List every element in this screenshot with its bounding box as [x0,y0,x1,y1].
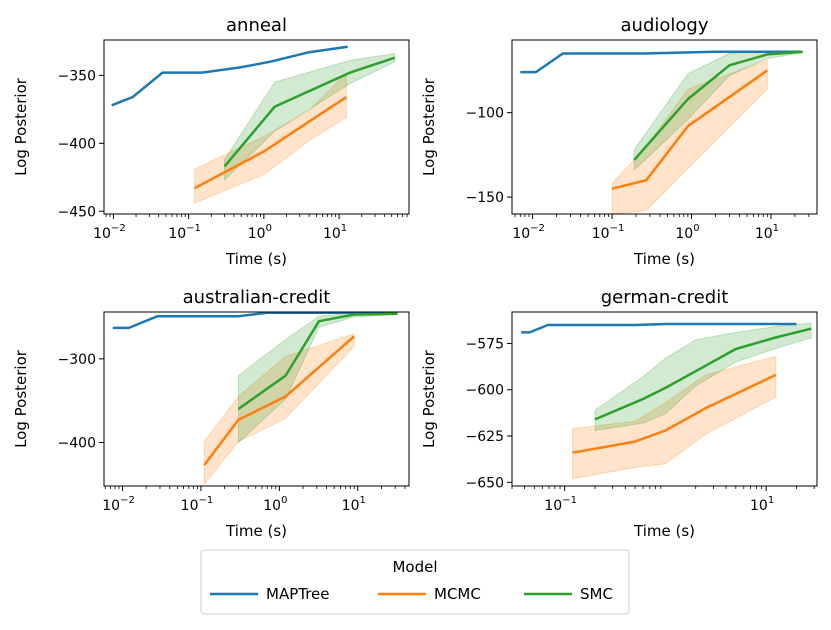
x-tick-label-audiology: 10−2 [512,223,545,242]
panel-anneal: 10−2 10−1 100 101 −450 −400 −350 anneal Time (s)… [12,15,410,268]
y-tick-label-german-credit: −625 [466,429,504,445]
x-tick-label-australian-credit: 10−2 [102,495,135,514]
x-tick-label-audiology: 10−1 [592,223,625,242]
x-axis-label-audiology: Time (s) [633,250,695,268]
x-axis-label-australian-credit: Time (s) [225,522,287,540]
y-tick-label-german-credit: −600 [466,383,504,399]
y-tick-label-australian-credit: −400 [58,436,96,452]
y-axis-label-anneal: Log Posterior [12,77,30,176]
line-maptree-australian-credit [112,311,393,330]
x-tick-label-anneal: 10−1 [168,223,201,242]
axes-frame-australian-credit [103,311,410,487]
y-tick-label-anneal: −450 [58,204,96,220]
x-tick-label-anneal: 100 [248,223,272,242]
x-tick-label-german-credit: 10−1 [544,495,577,514]
x-axis-label-german-credit: Time (s) [633,522,695,540]
legend-label-smc: SMC [580,585,613,603]
y-tick-label-anneal: −350 [58,68,96,84]
x-tick-label-audiology: 101 [755,223,779,242]
line-maptree-german-credit [521,322,797,334]
panel-title-anneal: anneal [226,15,287,36]
legend: Model MAPTree MCMC SMC [200,549,630,615]
line-mcmc-audiology [611,69,769,190]
x-tick-label-anneal: 10−2 [93,223,126,242]
line-smc-german-credit [594,327,812,421]
line-maptree-anneal [111,45,348,107]
x-tick-label-australian-credit: 101 [342,495,366,514]
y-tick-label-australian-credit: −300 [58,352,96,368]
x-tick-label-australian-credit: 10−1 [181,495,214,514]
line-smc-australian-credit [237,312,398,411]
y-axis-label-australian-credit: Log Posterior [12,349,30,448]
band-mcmc-australian-credit [203,333,355,486]
band-mcmc-german-credit [572,355,777,480]
panel-german-credit: 10−1 101 −650 −625 −600 −575 german-credit Time… [420,287,818,540]
panels: 10−2 10−1 100 101 −450 −400 −350 anneal Time (s)… [12,15,818,540]
legend-title: Model [392,558,437,576]
x-axis-label-anneal: Time (s) [225,250,287,268]
y-axis-label-german-credit: Log Posterior [420,349,438,448]
band-smc-german-credit [594,322,812,432]
line-mcmc-australian-credit [203,335,356,466]
line-smc-anneal [223,56,396,168]
x-tick-label-australian-credit: 100 [263,495,287,514]
line-mcmc-anneal [194,96,348,190]
panel-title-audiology: audiology [621,15,709,36]
x-tick-label-anneal: 101 [323,223,347,242]
line-smc-audiology [633,50,803,161]
legend-box [200,549,630,615]
y-axis-label-audiology: Log Posterior [420,77,438,176]
legend-label-mcmc: MCMC [434,585,481,603]
panel-title-australian-credit: australian-credit [183,287,331,308]
y-tick-label-audiology: −100 [466,106,504,122]
axes-frame-german-credit [511,311,818,487]
y-tick-label-german-credit: −650 [466,475,504,491]
legend-label-maptree: MAPTree [266,585,330,603]
x-tick-label-german-credit: 101 [750,495,774,514]
line-mcmc-german-credit [572,373,777,454]
x-tick-label-audiology: 100 [675,223,699,242]
panel-title-german-credit: german-credit [601,287,729,308]
axes-frame-audiology [511,39,818,215]
y-tick-label-german-credit: −575 [466,336,504,352]
panel-australian-credit: 10−2 10−1 100 101 −400 −300 australian-credit T… [12,287,410,540]
y-tick-label-audiology: −150 [466,190,504,206]
line-maptree-audiology [520,50,802,74]
band-mcmc-anneal [194,71,347,204]
y-tick-label-anneal: −400 [58,136,96,152]
panel-audiology: 10−2 10−1 100 101 −150 −100 audiology Time (s) L… [420,15,818,268]
